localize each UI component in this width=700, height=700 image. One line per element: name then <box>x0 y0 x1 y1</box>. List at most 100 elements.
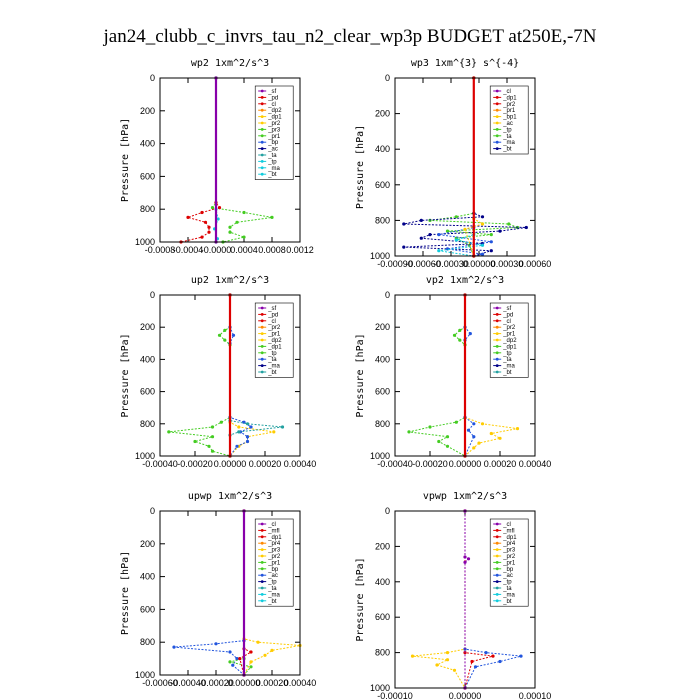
data-point <box>428 218 432 222</box>
data-point <box>445 658 450 662</box>
y-tick-label: 200 <box>375 109 390 119</box>
legend-marker <box>495 370 499 374</box>
y-tick-label: 600 <box>140 171 155 181</box>
x-tick-label: 0.0008 <box>258 245 286 255</box>
y-tick-label: 0 <box>150 73 155 83</box>
legend-marker <box>495 332 499 335</box>
x-tick-label: 0.00000 <box>463 259 496 269</box>
legend-label: _ma <box>502 364 515 370</box>
legend-marker <box>495 115 499 118</box>
legend-marker <box>495 599 499 603</box>
legend-label: _ta <box>502 586 512 592</box>
legend-marker <box>495 96 499 99</box>
legend-label: _pr1 <box>502 560 516 566</box>
x-tick-label: 0.00000 <box>214 459 247 469</box>
legend-label: _ma <box>502 592 515 598</box>
panel-3: up2 1xm^2/s^3 Pressure [hPa] 0 200 400 600 800… <box>120 275 316 469</box>
data-point <box>452 333 457 337</box>
data-point <box>428 425 432 429</box>
data-point <box>207 444 211 448</box>
series-line <box>408 295 466 457</box>
legend-marker <box>260 580 264 583</box>
legend-marker <box>495 586 499 590</box>
data-point <box>228 650 232 654</box>
legend-marker <box>260 554 264 558</box>
data-point <box>216 217 220 221</box>
series-line <box>173 511 245 676</box>
data-point <box>193 439 197 444</box>
data-point <box>210 206 215 210</box>
legend-label: _pr3 <box>267 548 281 554</box>
legend-marker <box>495 573 499 577</box>
legend-label: _ma <box>267 166 280 172</box>
data-point <box>515 427 520 431</box>
legend-label: _dp1 <box>267 115 282 121</box>
data-point <box>491 654 495 658</box>
data-point <box>223 338 227 342</box>
legend-label: _bt <box>267 370 277 376</box>
y-tick-label: 600 <box>140 387 155 397</box>
legend-label: _pr1 <box>267 560 281 566</box>
legend-label: _pd <box>267 95 278 101</box>
data-point <box>458 328 462 332</box>
y-tick-label: 800 <box>375 419 390 429</box>
y-axis-label: Pressure [hPa] <box>355 333 366 417</box>
data-point <box>428 233 432 237</box>
legend-marker <box>260 529 264 532</box>
legend-marker <box>495 554 499 558</box>
data-point <box>407 430 411 434</box>
data-point <box>228 230 232 234</box>
legend-marker <box>495 338 499 342</box>
panel-title: upwp 1xm^2/s^3 <box>188 491 272 502</box>
legend-marker <box>260 345 264 348</box>
data-point <box>249 650 253 654</box>
legend-label: _ma <box>267 592 280 598</box>
data-point <box>472 435 476 439</box>
legend-label: _tp <box>502 127 512 133</box>
data-point <box>245 439 250 444</box>
legend-marker <box>495 325 499 329</box>
legend-marker <box>495 345 499 348</box>
legend-label: _pr1 <box>502 332 516 338</box>
legend-label: _bt <box>267 172 277 178</box>
legend-marker <box>495 319 499 323</box>
data-point <box>263 653 267 657</box>
x-tick-label: -0.00040 <box>142 459 178 469</box>
data-point <box>235 657 239 661</box>
legend-label: _bp <box>267 567 279 573</box>
legend-marker <box>260 153 264 157</box>
x-tick-label: -0.0008 <box>145 245 176 255</box>
panel-title: wp2 1xm^2/s^3 <box>191 58 269 69</box>
y-tick-label: 600 <box>375 387 390 397</box>
legend-marker <box>260 593 264 596</box>
plot-frame <box>159 294 301 457</box>
legend-label: _dp2 <box>502 338 517 344</box>
data-point <box>242 210 246 215</box>
legend-label: _bp <box>502 567 514 573</box>
legend-label: _tp <box>502 580 512 586</box>
data-point <box>489 240 493 244</box>
data-point <box>480 215 485 219</box>
legend-marker <box>495 89 499 93</box>
legend-marker <box>260 313 264 316</box>
legend-label: _ac <box>502 121 513 127</box>
data-point <box>419 236 423 240</box>
legend-label: _bt <box>502 147 512 153</box>
series-line <box>412 511 466 689</box>
plot-frame <box>394 77 536 257</box>
plot-frame <box>394 294 536 457</box>
legend-marker <box>495 580 499 583</box>
series-line <box>464 511 494 689</box>
legend-label: _ta <box>267 357 277 363</box>
panel-5: upwp 1xm^2/s^3 Pressure [hPa] 0 200 400 600 80… <box>120 491 316 688</box>
y-axis-label: Pressure [hPa] <box>355 125 366 209</box>
data-point <box>214 642 218 646</box>
legend-marker <box>260 522 264 526</box>
legend-label: _mfl <box>267 528 279 534</box>
data-point <box>235 220 239 224</box>
panel-1: wp2 1xm^2/s^3 Pressure [hPa] 0 200 400 600 800… <box>120 58 314 255</box>
y-tick-label: 200 <box>140 106 155 116</box>
legend-label: _dp2 <box>267 338 282 344</box>
legend-marker <box>495 313 499 316</box>
data-point <box>231 663 235 667</box>
